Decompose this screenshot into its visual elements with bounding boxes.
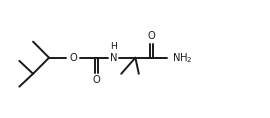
Text: H: H (110, 42, 117, 51)
Text: O: O (92, 75, 100, 85)
Text: NH$_2$: NH$_2$ (172, 51, 193, 65)
Text: N: N (110, 53, 118, 63)
Text: O: O (148, 31, 156, 41)
Text: O: O (70, 53, 77, 63)
